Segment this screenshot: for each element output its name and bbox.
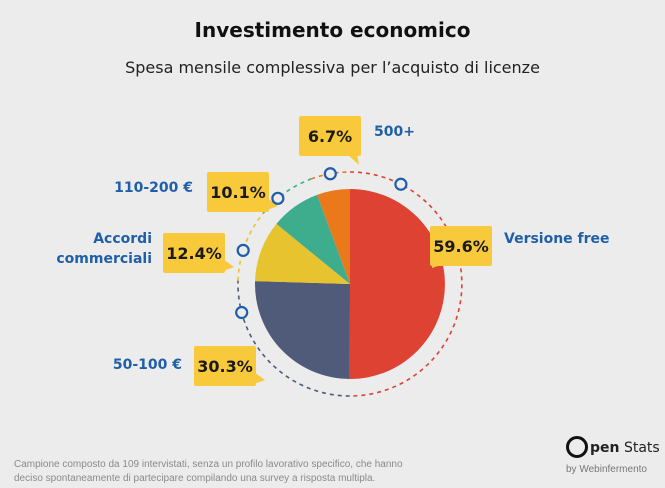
- category-label-500: 500+: [374, 124, 415, 140]
- category-label-50-100: 50-100 €: [113, 357, 182, 373]
- logo-pen: pen: [590, 440, 620, 456]
- value-label-110-200: 10.1%: [210, 183, 266, 202]
- marker-versione-free: [394, 177, 408, 191]
- marker-accordi-commerciali: [236, 243, 250, 257]
- ring-arc-versione-free: [349, 171, 463, 397]
- value-label-box-50-100: [194, 346, 256, 386]
- value-label-box-500: [299, 116, 361, 156]
- ring-arc-accordi-commerciali: [237, 212, 264, 281]
- category-label-line: commerciali: [56, 251, 152, 267]
- pie-slice-50-100: [254, 281, 350, 379]
- logo-byline: by Webinfermento: [566, 464, 647, 475]
- label-pointer-50-100: [254, 372, 265, 384]
- value-label-box-110-200: [207, 172, 269, 212]
- logo-wordmark: pen Stats: [590, 440, 660, 456]
- pie-slice-500: [317, 189, 350, 284]
- label-pointer-110-200: [267, 198, 278, 210]
- label-pointer-accordi-commerciali: [223, 259, 234, 271]
- openstats-logo: pen Stats by Webinfermento: [566, 434, 661, 486]
- logo-stats: Stats: [623, 440, 660, 456]
- label-pointer-500: [347, 154, 359, 165]
- footnote: Campione composto da 109 intervistati, s…: [14, 459, 403, 484]
- pie-slice-accordi-commerciali: [255, 223, 350, 284]
- marker-500: [323, 167, 337, 181]
- value-label-box-versione-free: [430, 226, 492, 266]
- ring-arc-50-100: [237, 280, 350, 397]
- category-label-versione-free: Versione free: [504, 231, 610, 247]
- chart-title: Investimento economico: [194, 18, 471, 42]
- logo-ring-icon: [566, 436, 588, 458]
- marker-50-100: [235, 305, 249, 320]
- category-label-110-200: 110-200 €: [114, 180, 193, 196]
- category-label-line: Accordi: [93, 231, 152, 247]
- value-label-500: 6.7%: [308, 127, 352, 146]
- value-label-accordi-commerciali: 12.4%: [166, 244, 222, 263]
- chart-subtitle: Spesa mensile complessiva per l’acquisto…: [125, 58, 540, 77]
- value-label-versione-free: 59.6%: [433, 237, 489, 256]
- value-label-50-100: 30.3%: [197, 357, 253, 376]
- category-label-accordi-commerciali: Accordi commerciali: [56, 231, 152, 267]
- value-label-box-accordi-commerciali: [163, 233, 225, 273]
- marker-110-200: [271, 191, 285, 205]
- pie-slice-versione-free: [349, 189, 445, 380]
- pie-slice-110-200: [276, 194, 350, 284]
